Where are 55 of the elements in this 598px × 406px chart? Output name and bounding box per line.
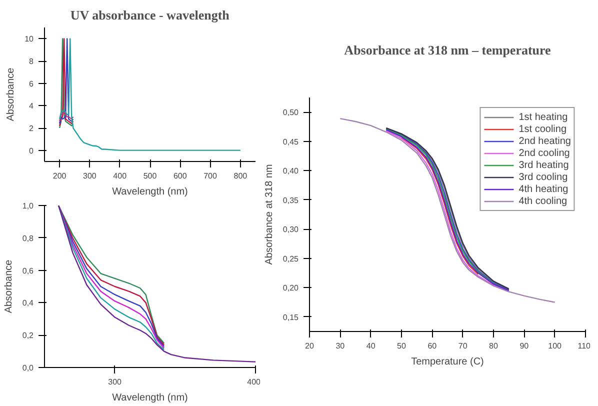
x-tick-label: 800 [234, 172, 248, 180]
y-tick-label: 0,20 [282, 284, 300, 293]
legend-label: 2nd heating [518, 135, 571, 147]
x-tick-label: 110 [578, 342, 592, 350]
x-tick-label: 90 [520, 342, 530, 350]
legend-label: 1st heating [518, 111, 568, 123]
x-tick-label: 20 [305, 342, 314, 350]
y-tick-label: 6 [29, 79, 34, 88]
y-axis-title: Absorbance at 318 nm [264, 164, 275, 265]
x-tick-label: 80 [489, 342, 498, 350]
y-tick-label: 0,40 [282, 166, 300, 176]
x-axis-title: Wavelength (nm) [112, 186, 188, 198]
y-tick-label: 0,25 [282, 254, 300, 264]
x-axis-title: Temperature (C) [411, 356, 484, 368]
x-tick-label: 300 [83, 172, 97, 180]
y-tick-label: 0 [29, 146, 34, 156]
chart-title: Absorbance at 318 nm – temperature [344, 42, 552, 58]
x-tick-label: 500 [143, 172, 158, 180]
y-tick-label: 0,15 [282, 312, 300, 322]
y-tick-label: 2 [29, 124, 34, 133]
legend-label: 3rd heating [518, 159, 569, 171]
y-tick-label: 0,30 [282, 225, 300, 234]
x-tick-label: 300 [108, 378, 122, 386]
legend-label: 1st cooling [518, 123, 567, 135]
chart-title: UV absorbance - wavelength [70, 8, 230, 22]
y-tick-label: 0,8 [22, 234, 34, 243]
x-tick-label: 200 [52, 172, 67, 180]
y-tick-label: 0,4 [22, 298, 34, 308]
x-tick-label: 70 [458, 342, 468, 350]
legend-label: 4th heating [518, 183, 568, 195]
y-tick-label: 10 [24, 34, 34, 44]
legend-label: 2nd cooling [518, 147, 570, 159]
x-axis-title: Wavelength (nm) [112, 392, 188, 404]
x-tick-label: 30 [336, 342, 346, 350]
x-tick-label: 400 [247, 378, 262, 386]
y-tick-label: 0,45 [282, 137, 300, 146]
x-tick-label: 40 [366, 342, 376, 350]
y-tick-label: 8 [29, 57, 34, 66]
y-tick-label: 1,0 [22, 202, 34, 210]
y-tick-label: 0,35 [282, 196, 300, 205]
y-tick-label: 0,6 [22, 266, 34, 276]
x-tick-label: 700 [204, 172, 218, 180]
x-tick-label: 400 [113, 172, 128, 180]
x-tick-label: 600 [173, 172, 188, 180]
y-axis-title: Absorbance [3, 259, 14, 314]
x-tick-label: 100 [548, 342, 562, 350]
legend-label: 3rd cooling [518, 171, 568, 183]
y-axis-title: Absorbance [6, 67, 17, 122]
y-tick-label: 0,50 [282, 108, 300, 118]
x-tick-label: 50 [397, 342, 406, 350]
y-tick-label: 4 [29, 102, 34, 111]
x-tick-label: 60 [428, 342, 438, 350]
y-tick-label: 0,0 [22, 364, 34, 372]
y-tick-label: 0,2 [22, 331, 34, 340]
legend-label: 4th cooling [518, 195, 568, 207]
